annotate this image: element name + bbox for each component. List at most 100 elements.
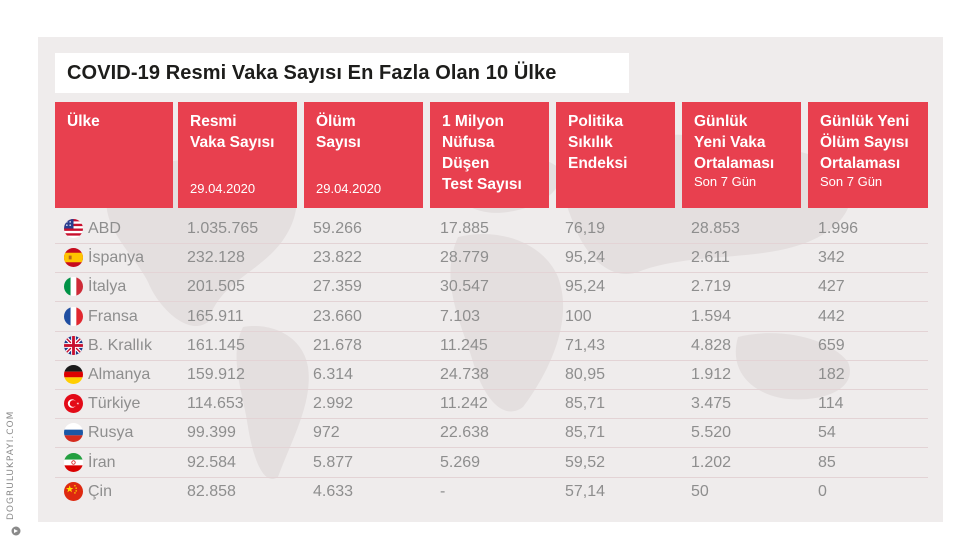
- header-deaths-date: 29.04.2020: [316, 181, 382, 196]
- daily-deaths-avg-cell: 427: [818, 278, 845, 295]
- row-divider: [55, 301, 928, 302]
- country-name-cell: İran: [88, 454, 116, 471]
- deaths-cell: 972: [313, 424, 340, 441]
- daily-deaths-avg-cell: 54: [818, 424, 836, 441]
- row-divider: [55, 243, 928, 244]
- france-flag-icon: [64, 307, 83, 326]
- daily-cases-avg-cell: 2.719: [691, 278, 732, 295]
- header-daily-deaths-line3: Ortalaması: [820, 155, 901, 172]
- daily-deaths-avg-cell: 1.996: [818, 220, 859, 237]
- deaths-cell: 23.660: [313, 308, 362, 325]
- deaths-cell: 23.822: [313, 249, 362, 266]
- header-daily-cases-line3: Ortalaması: [694, 155, 775, 172]
- header-official-cases-line1: Resmi: [190, 113, 237, 130]
- header-tests-line1: 1 Milyon: [442, 113, 505, 130]
- header-tests-per-million: 1 Milyon Nüfusa Düşen Test Sayısı: [430, 102, 549, 208]
- header-tests-line2: Nüfusa: [442, 134, 495, 151]
- deaths-cell: 6.314: [313, 366, 354, 383]
- policy-index-cell: 71,43: [565, 337, 606, 354]
- header-policy-index: Politika Sıkılık Endeksi: [556, 102, 675, 208]
- tests-per-million-cell: 5.269: [440, 454, 481, 471]
- header-official-cases-line2: Vaka Sayısı: [190, 134, 275, 151]
- daily-cases-avg-cell: 50: [691, 483, 709, 500]
- tests-per-million-cell: 11.242: [440, 395, 488, 412]
- us-flag-icon: [64, 219, 83, 238]
- country-name-cell: ABD: [88, 220, 121, 237]
- policy-index-cell: 95,24: [565, 249, 606, 266]
- daily-cases-avg-cell: 28.853: [691, 220, 740, 237]
- uk-flag-icon: [64, 336, 83, 355]
- germany-flag-icon: [64, 365, 83, 384]
- table-row: İtalya 201.505 27.359 30.547 95,24 2.719 427: [55, 272, 928, 301]
- official-cases-cell: 159.912: [187, 366, 245, 383]
- header-daily-deaths-line1: Günlük Yeni: [820, 113, 910, 130]
- country-name-cell: İtalya: [88, 278, 127, 295]
- daily-deaths-avg-cell: 342: [818, 249, 845, 266]
- source-watermark: DOGRULUKPAYI.COM: [6, 410, 16, 520]
- table-row: Fransa 165.911 23.660 7.103 100 1.594 442: [55, 302, 928, 331]
- header-daily-cases-line2: Yeni Vaka: [694, 134, 766, 151]
- policy-index-cell: 57,14: [565, 483, 606, 500]
- tests-per-million-cell: 24.738: [440, 366, 489, 383]
- daily-cases-avg-cell: 2.611: [691, 249, 730, 266]
- official-cases-cell: 232.128: [187, 249, 245, 266]
- official-cases-cell: 114.653: [187, 395, 244, 412]
- table-row: Çin 82.858 4.633 - 57,14 50 0: [55, 477, 928, 506]
- policy-index-cell: 85,71: [565, 395, 606, 412]
- turkey-flag-icon: [64, 394, 83, 413]
- header-policy-line2: Sıkılık: [568, 134, 613, 151]
- china-flag-icon: [64, 482, 83, 501]
- source-logo-icon: [11, 526, 21, 536]
- deaths-cell: 4.633: [313, 483, 354, 500]
- country-name-cell: Türkiye: [88, 395, 141, 412]
- header-deaths: Ölüm Sayısı 29.04.2020: [304, 102, 423, 208]
- deaths-cell: 2.992: [313, 395, 354, 412]
- iran-flag-icon: [64, 453, 83, 472]
- daily-cases-avg-cell: 1.594: [691, 308, 732, 325]
- policy-index-cell: 95,24: [565, 278, 606, 295]
- header-deaths-line1: Ölüm: [316, 113, 356, 130]
- header-tests-line4: Test Sayısı: [442, 176, 522, 193]
- table-row: B. Krallık 161.145 21.678 11.245 71,43 4.828 6…: [55, 331, 928, 360]
- header-official-cases-date: 29.04.2020: [190, 181, 256, 196]
- table-row: İran 92.584 5.877 5.269 59,52 1.202 85: [55, 448, 928, 477]
- header-daily-deaths-period: Son 7 Gün: [820, 174, 883, 189]
- policy-index-cell: 76,19: [565, 220, 606, 237]
- tests-per-million-cell: 28.779: [440, 249, 489, 266]
- country-name-cell: B. Krallık: [88, 337, 153, 354]
- table-row: Almanya 159.912 6.314 24.738 80,95 1.912 182: [55, 360, 928, 389]
- daily-deaths-avg-cell: 85: [818, 454, 836, 471]
- header-daily-cases-avg: Günlük Yeni Vaka Ortalaması Son 7 Gün: [682, 102, 801, 208]
- daily-cases-avg-cell: 3.475: [691, 395, 732, 412]
- header-daily-deaths-line2: Ölüm Sayısı: [820, 134, 909, 151]
- row-divider: [55, 331, 928, 332]
- official-cases-cell: 82.858: [187, 483, 236, 500]
- table-row: İspanya 232.128 23.822 28.779 95,24 2.611 342: [55, 243, 928, 272]
- country-name-cell: İspanya: [88, 249, 145, 266]
- header-official-cases: Resmi Vaka Sayısı 29.04.2020: [178, 102, 297, 208]
- header-daily-cases-period: Son 7 Gün: [694, 174, 757, 189]
- daily-cases-avg-cell: 1.912: [691, 366, 732, 383]
- tests-per-million-cell: 30.547: [440, 278, 489, 295]
- header-daily-deaths-avg: Günlük Yeni Ölüm Sayısı Ortalaması Son 7…: [808, 102, 928, 208]
- row-divider: [55, 360, 928, 361]
- spain-flag-icon: [64, 248, 83, 267]
- official-cases-cell: 161.145: [187, 337, 245, 354]
- official-cases-cell: 201.505: [187, 278, 245, 295]
- official-cases-cell: 165.911: [187, 308, 244, 325]
- title-box: COVID-19 Resmi Vaka Sayısı En Fazla Olan…: [55, 53, 629, 93]
- header-policy-line3: Endeksi: [568, 155, 628, 172]
- table-row: Türkiye 114.653 2.992 11.242 85,71 3.475 114: [55, 389, 928, 418]
- chart-title: COVID-19 Resmi Vaka Sayısı En Fazla Olan…: [67, 61, 557, 84]
- deaths-cell: 21.678: [313, 337, 362, 354]
- daily-deaths-avg-cell: 659: [818, 337, 845, 354]
- header-deaths-line2: Sayısı: [316, 134, 361, 151]
- row-divider: [55, 418, 928, 419]
- tests-per-million-cell: 17.885: [440, 220, 489, 237]
- deaths-cell: 5.877: [313, 454, 354, 471]
- header-daily-cases-line1: Günlük: [694, 113, 748, 130]
- daily-cases-avg-cell: 5.520: [691, 424, 732, 441]
- tests-per-million-cell: -: [440, 483, 446, 500]
- deaths-cell: 27.359: [313, 278, 362, 295]
- daily-cases-avg-cell: 1.202: [691, 454, 732, 471]
